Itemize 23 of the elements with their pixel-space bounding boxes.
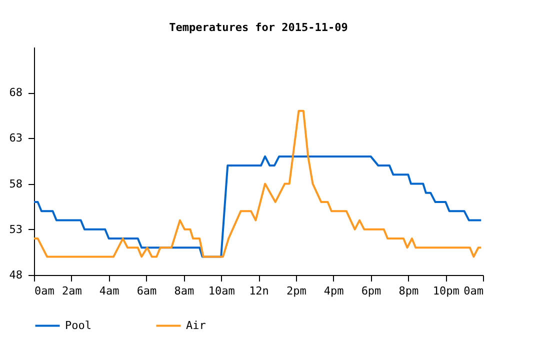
line-series [33,110,482,258]
y-tick-label: 48 [9,268,22,282]
y-tick-label: 58 [9,177,22,190]
y-tick-label: 53 [9,222,22,236]
y-tick-label: 68 [9,86,22,100]
y-tick-label: 63 [9,132,22,145]
x-tick-label: 2pm [286,284,307,298]
x-tick-label: 2am [62,284,82,298]
x-tick-label: 8pm [398,284,419,298]
x-tick-label: 4am [99,284,120,298]
x-tick-label: 6am [136,284,158,298]
x-tick-label: 0am [464,284,484,298]
x-tick-label: 10pm [432,284,460,298]
legend-label: Pool [65,318,92,332]
x-tick-label: 6pm [361,284,382,298]
x-tick-label: 10am [208,284,236,298]
x-tick-label: 4pm [324,284,344,298]
x-tick-label: 8am [174,284,194,298]
x-tick-label: 12n [249,284,269,298]
x-tick-label: 0am [34,284,55,298]
line-series [33,155,482,258]
chart-title: Temperatures for 2015-11-09 [169,21,348,34]
legend-label: Air [186,318,206,332]
